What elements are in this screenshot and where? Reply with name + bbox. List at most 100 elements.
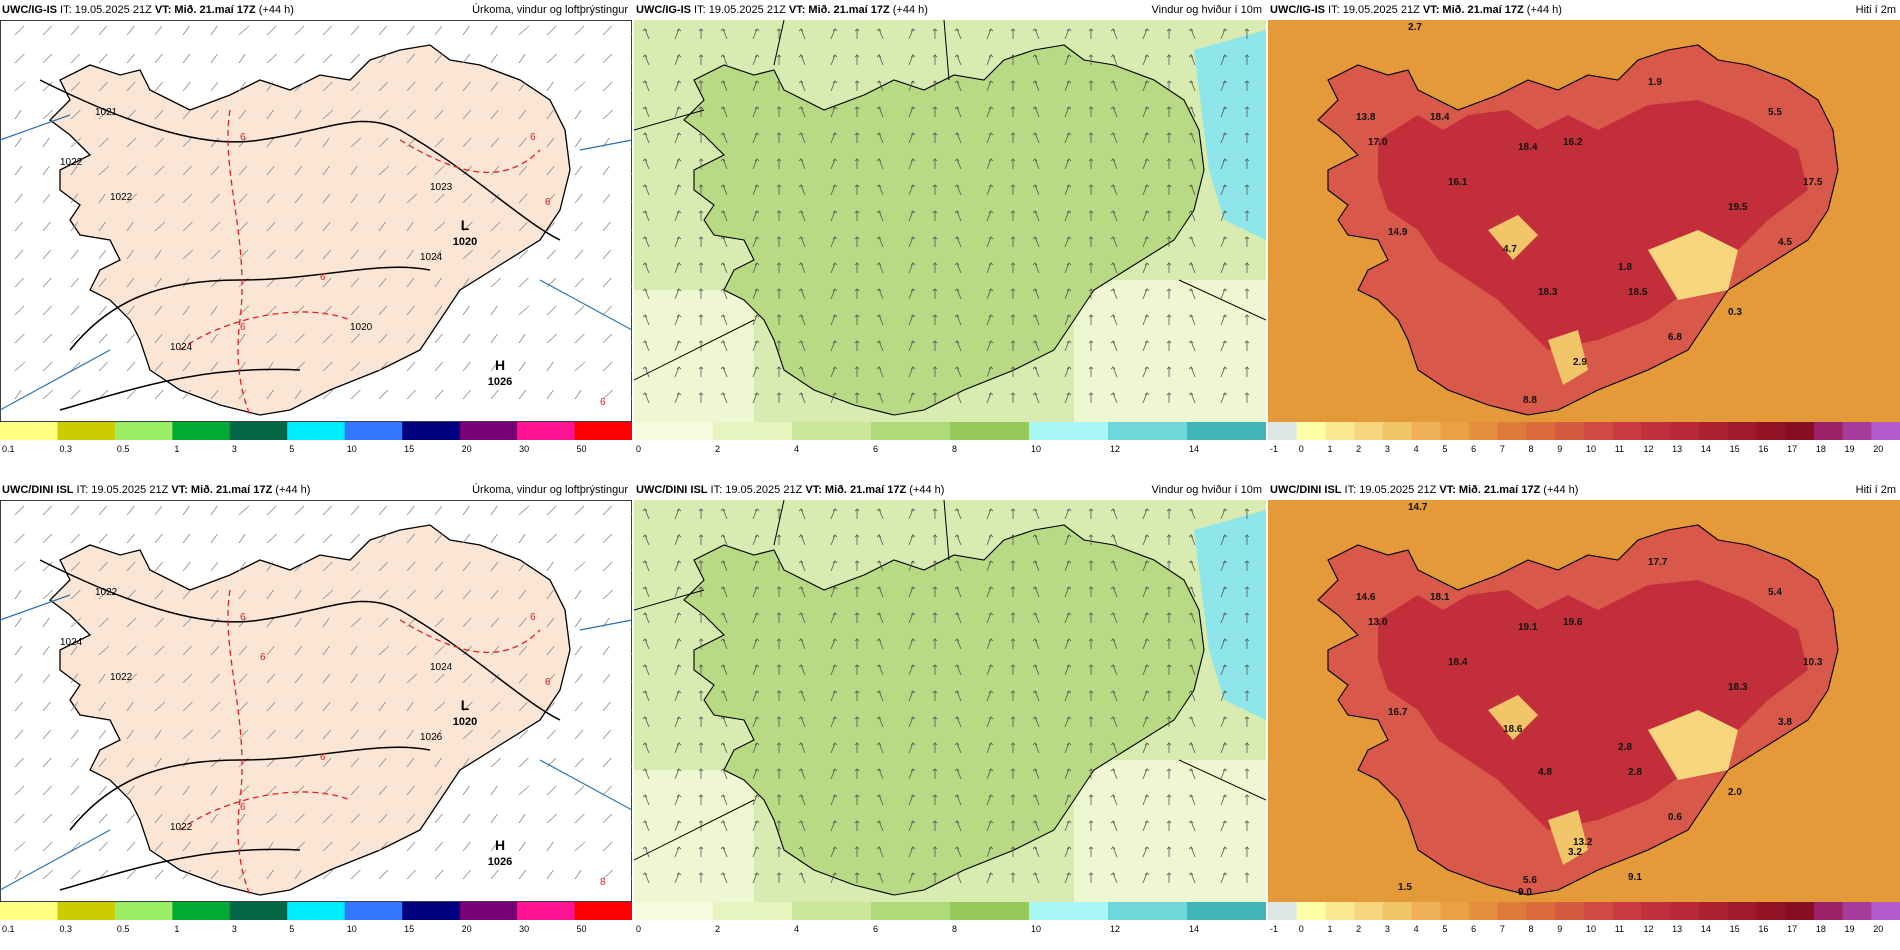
scale-swatch xyxy=(1187,902,1266,920)
temp-label: 19.5 xyxy=(1728,202,1748,213)
panel-header: UWC/DINI ISL IT: 19.05.2025 21Z VT: Mið.… xyxy=(1268,480,1900,500)
temp-label: 3.2 xyxy=(1568,847,1582,858)
scale-label: 8 xyxy=(952,444,957,454)
scale-swatch xyxy=(229,422,288,440)
panel-run-info: UWC/IG-IS IT: 19.05.2025 21Z VT: Mið. 21… xyxy=(2,0,294,20)
scale-swatch xyxy=(1813,902,1844,920)
panel-header: UWC/DINI ISL IT: 19.05.2025 21Z VT: Mið.… xyxy=(634,480,1266,500)
temp-label: 13.8 xyxy=(1356,112,1376,123)
pressure-value: 1020 xyxy=(453,716,477,728)
panel-run-info: UWC/IG-IS IT: 19.05.2025 21Z VT: Mið. 21… xyxy=(1270,0,1562,20)
temp-label: 18.6 xyxy=(1503,724,1523,735)
scale-swatch xyxy=(0,422,58,440)
scale-label: 30 xyxy=(519,444,529,454)
temp-label: 9.1 xyxy=(1628,872,1642,883)
isobar-label: 1020 xyxy=(350,322,373,333)
valid-time: VT: Mið. 21.maí 17Z xyxy=(171,484,273,496)
scale-label: 14 xyxy=(1701,924,1711,934)
scale-swatch xyxy=(1029,902,1109,920)
model-name: UWC/DINI ISL xyxy=(1270,484,1342,496)
scale-label: 17 xyxy=(1787,444,1797,454)
scale-label: 14 xyxy=(1189,444,1199,454)
scale-swatch xyxy=(1756,422,1786,440)
panel-header: UWC/DINI ISL IT: 19.05.2025 21Z VT: Mið.… xyxy=(0,480,632,500)
temp-label: 8.8 xyxy=(1523,395,1537,406)
color-scale: -1 0 1 2 3 4 5 6 7 8 9 10 11 12 13 14 15 16 17 18 19 20 xyxy=(1268,422,1900,456)
scale-label: 10 xyxy=(347,924,357,934)
scale-swatch xyxy=(1727,422,1757,440)
temp-label: 1.9 xyxy=(1648,77,1662,88)
scale-swatch xyxy=(287,422,346,440)
valid-time: VT: Mið. 21.maí 17Z xyxy=(805,484,907,496)
scale-swatch xyxy=(1842,422,1872,440)
scale-swatch xyxy=(634,422,714,440)
scale-swatch xyxy=(574,422,632,440)
panel-dini-wind: UWC/DINI ISL IT: 19.05.2025 21Z VT: Mið.… xyxy=(634,480,1266,945)
scale-swatch xyxy=(1469,422,1499,440)
color-scale: -1 0 1 2 3 4 5 6 7 8 9 10 11 12 13 14 15 16 17 18 19 20 xyxy=(1268,902,1900,936)
scale-label: 4 xyxy=(1414,444,1419,454)
temp-label: 5.5 xyxy=(1768,107,1782,118)
temp-iso-label: 6 xyxy=(530,132,536,143)
scale-swatch xyxy=(1187,422,1266,440)
scale-label: 10 xyxy=(1586,444,1596,454)
scale-swatch xyxy=(517,902,576,920)
pressure-value: 1026 xyxy=(488,856,512,868)
scale-swatch xyxy=(1526,902,1556,920)
temp-iso-label: 6 xyxy=(240,322,246,333)
temp-iso-label: 6 xyxy=(240,132,246,143)
lead-time: (+44 h) xyxy=(255,4,294,16)
scale-swatch xyxy=(1440,422,1470,440)
scale-label: 17 xyxy=(1787,924,1797,934)
map-temp: 2.7 13.8 17.0 18.4 18.4 16.1 1.9 5.5 16.2 19.5 17.… xyxy=(1268,20,1900,422)
panel-header: UWC/IG-IS IT: 19.05.2025 21Z VT: Mið. 21… xyxy=(0,0,632,20)
scale-label: 5 xyxy=(289,444,294,454)
panel-title: Vindur og hviður í 10m xyxy=(1151,484,1262,496)
temp-label: 2.0 xyxy=(1728,787,1742,798)
scale-swatch xyxy=(1325,422,1355,440)
panel-header: UWC/IG-IS IT: 19.05.2025 21Z VT: Mið. 21… xyxy=(1268,0,1900,20)
scale-label: 0.1 xyxy=(2,924,15,934)
scale-swatch xyxy=(1871,902,1900,920)
temp-label: 17.5 xyxy=(1803,177,1823,188)
scale-swatch xyxy=(950,902,1030,920)
scale-label: 0.5 xyxy=(117,924,130,934)
temp-label: 18.4 xyxy=(1430,112,1450,123)
temp-iso-label: 6 xyxy=(600,397,606,408)
scale-label: 2 xyxy=(715,924,720,934)
scale-swatch xyxy=(1641,902,1671,920)
scale-label: 2 xyxy=(715,444,720,454)
model-name: UWC/IG-IS xyxy=(1270,4,1325,16)
scale-swatch xyxy=(1555,422,1585,440)
scale-label: 11 xyxy=(1615,444,1624,454)
scale-label: 12 xyxy=(1643,444,1653,454)
temp-label: 10.3 xyxy=(1803,657,1823,668)
scale-swatch xyxy=(344,422,403,440)
init-time: IT: 19.05.2025 21Z xyxy=(707,484,806,496)
isobar-label: 1021 xyxy=(95,107,118,118)
temp-label: 13.2 xyxy=(1573,837,1593,848)
scale-swatch xyxy=(402,902,461,920)
scale-swatch xyxy=(1497,902,1528,920)
scale-label: 20 xyxy=(462,924,472,934)
scale-swatch xyxy=(1612,902,1642,920)
scale-label: 16 xyxy=(1758,924,1768,934)
model-name: UWC/DINI ISL xyxy=(636,484,708,496)
scale-swatch xyxy=(1785,902,1815,920)
scale-label: 20 xyxy=(462,444,472,454)
temp-label: 16.1 xyxy=(1448,177,1468,188)
scale-label: 5 xyxy=(1442,444,1447,454)
scale-label: 4 xyxy=(794,444,799,454)
lead-time: (+44 h) xyxy=(1523,4,1562,16)
scale-swatch xyxy=(172,422,231,440)
temp-iso-label: 6 xyxy=(320,752,326,763)
isobar-label: 1024 xyxy=(430,662,453,673)
panel-title: Úrkoma, vindur og loftþrýstingur xyxy=(472,4,628,16)
scale-label: 14 xyxy=(1701,444,1711,454)
panel-dini-temp: UWC/DINI ISL IT: 19.05.2025 21Z VT: Mið.… xyxy=(1268,480,1900,945)
temp-label: 5.6 xyxy=(1523,875,1537,886)
panel-igis-wind: UWC/IG-IS IT: 19.05.2025 21Z VT: Mið. 21… xyxy=(634,0,1266,465)
scale-label: 16 xyxy=(1758,444,1768,454)
scale-label: 1 xyxy=(174,924,179,934)
temp-iso-label: 6 xyxy=(240,802,246,813)
